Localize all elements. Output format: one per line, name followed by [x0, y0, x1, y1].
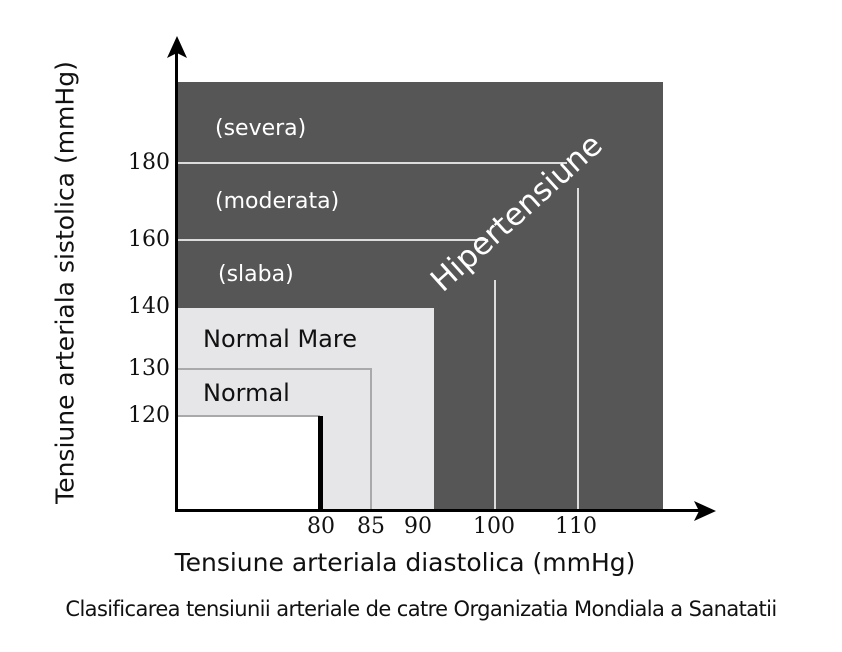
optimal-region	[178, 416, 320, 510]
y-tick-130: 130	[128, 356, 170, 381]
figure-caption: Clasificarea tensiunii arteriale de catr…	[65, 597, 777, 621]
normal-threshold-85-line	[370, 368, 372, 510]
threshold-110-line	[577, 188, 579, 510]
y-tick-160: 160	[128, 227, 170, 252]
x-tick-110: 110	[555, 514, 597, 539]
threshold-100-line	[494, 280, 496, 510]
moderata-label: (moderata)	[215, 189, 340, 214]
x-tick-80: 80	[307, 514, 335, 539]
optimal-threshold-120-line	[178, 415, 320, 417]
y-axis	[175, 50, 178, 512]
x-tick-85: 85	[357, 514, 385, 539]
y-tick-180: 180	[128, 150, 170, 175]
normal-threshold-130-line	[178, 368, 372, 370]
threshold-180-line	[178, 162, 567, 164]
y-axis-arrow-icon	[167, 36, 187, 58]
optimal-threshold-80-line	[318, 416, 323, 510]
severa-label: (severa)	[215, 116, 307, 141]
y-tick-120: 120	[128, 403, 170, 428]
x-axis-arrow-icon	[694, 501, 716, 521]
x-axis-label: Tensiune arteriala diastolica (mmHg)	[174, 548, 636, 577]
threshold-160-line	[178, 239, 488, 241]
x-axis	[175, 509, 700, 512]
normal-mare-label: Normal Mare	[203, 325, 357, 353]
y-axis-label: Tensiune arteriala sistolica (mmHg)	[50, 61, 80, 504]
slaba-label: (slaba)	[218, 262, 294, 287]
x-tick-90: 90	[404, 514, 432, 539]
y-tick-140: 140	[128, 294, 170, 319]
x-tick-100: 100	[473, 514, 515, 539]
normal-label: Normal	[203, 379, 290, 407]
